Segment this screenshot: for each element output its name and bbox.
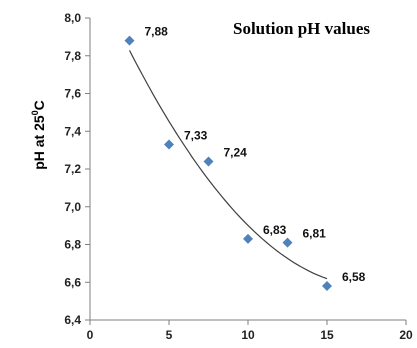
y-tick-label: 6,4	[64, 313, 81, 327]
data-point	[243, 233, 253, 244]
y-tick-label: 7,4	[64, 124, 81, 138]
y-tick-label: 7,6	[64, 87, 81, 101]
data-label: 7,88	[145, 25, 169, 39]
data-label: 6,58	[342, 270, 366, 284]
y-tick-label: 7,2	[64, 162, 81, 176]
x-tick-label: 15	[320, 328, 334, 342]
y-tick-label: 6,6	[64, 275, 81, 289]
y-axis-label: pH at 250C	[30, 100, 47, 170]
y-tick-label: 8,0	[64, 11, 81, 25]
x-tick-label: 20	[399, 328, 413, 342]
data-point	[282, 237, 293, 248]
y-axis-label-unit: C	[31, 100, 47, 110]
x-tick-label: 10	[241, 328, 255, 342]
data-point	[164, 139, 174, 150]
y-axis-label-main: pH at 25	[31, 115, 47, 170]
data-point	[203, 156, 214, 167]
data-label: 6,83	[263, 223, 287, 237]
chart-title: Solution pH values	[233, 19, 370, 38]
data-label: 6,81	[303, 227, 327, 241]
ticks: 6,4 6,6 6,8 7,0 7,2 7,4 7,6 7,8 8,0 0 5 10 15 20	[64, 11, 413, 342]
y-axis-label-sup: 0	[30, 110, 40, 115]
y-tick-label: 7,0	[64, 200, 81, 214]
x-tick-label: 0	[87, 328, 94, 342]
x-tick-label: 5	[166, 328, 173, 342]
data-point	[124, 35, 135, 46]
data-points: 7,88 7,33 7,24 6,83 6,81 6,58	[124, 25, 366, 292]
data-label: 7,24	[224, 145, 248, 159]
y-tick-label: 6,8	[64, 238, 81, 252]
trendline	[128, 50, 328, 280]
data-point	[322, 281, 332, 292]
y-tick-label: 7,8	[64, 49, 81, 63]
data-label: 7,33	[184, 128, 208, 142]
